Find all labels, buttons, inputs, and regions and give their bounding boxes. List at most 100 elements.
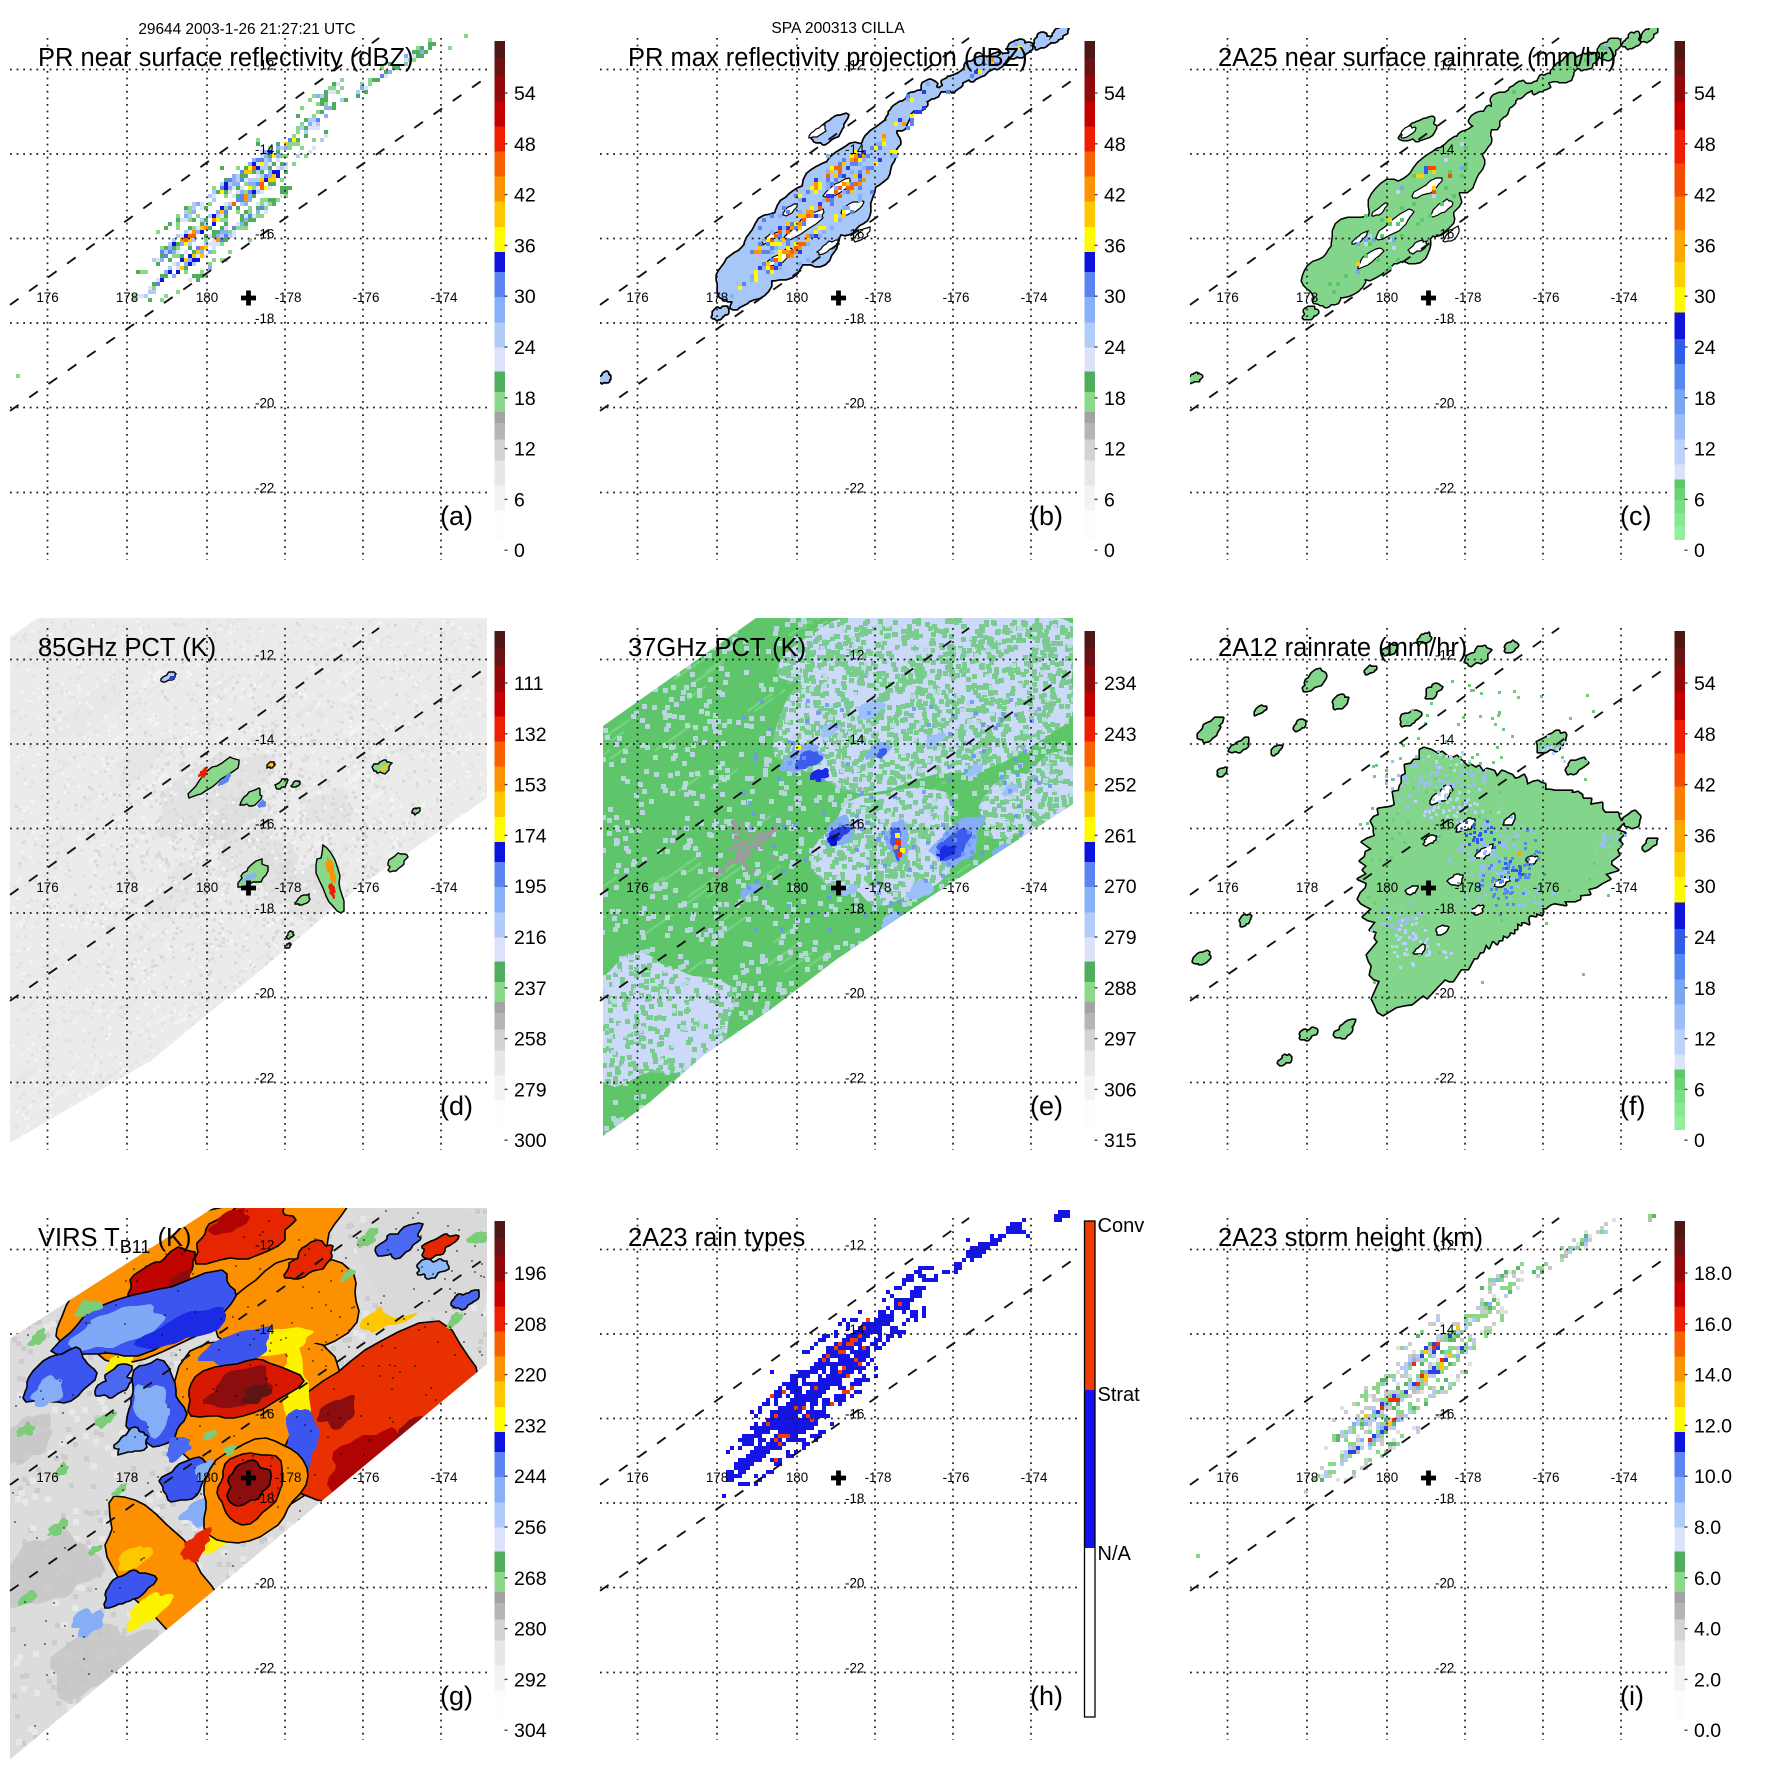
svg-text:-22: -22 <box>255 481 274 496</box>
svg-text:2.0: 2.0 <box>1694 1669 1721 1691</box>
svg-text:176: 176 <box>36 290 58 305</box>
svg-text:-178: -178 <box>1455 290 1482 305</box>
svg-text:24: 24 <box>1694 927 1716 949</box>
svg-text:-18: -18 <box>845 1491 864 1506</box>
svg-text:-16: -16 <box>1435 1407 1454 1422</box>
svg-text:54: 54 <box>1694 83 1716 105</box>
svg-text:-18: -18 <box>1435 1491 1454 1506</box>
svg-text:85GHz PCT (K): 85GHz PCT (K) <box>38 634 216 662</box>
svg-text:-174: -174 <box>431 1470 458 1485</box>
svg-text:180: 180 <box>786 1470 808 1485</box>
svg-text:176: 176 <box>36 1470 58 1485</box>
svg-text:178: 178 <box>1296 880 1318 895</box>
svg-text:-12: -12 <box>1435 648 1454 663</box>
svg-text:-18: -18 <box>845 901 864 916</box>
svg-text:36: 36 <box>1104 235 1126 257</box>
svg-text:-178: -178 <box>275 880 302 895</box>
svg-text:48: 48 <box>1694 724 1716 746</box>
svg-text:6: 6 <box>1694 1079 1705 1101</box>
svg-text:243: 243 <box>1104 724 1137 746</box>
svg-text:315: 315 <box>1104 1130 1137 1152</box>
svg-text:-176: -176 <box>943 880 970 895</box>
svg-text:244: 244 <box>514 1466 547 1488</box>
svg-text:176: 176 <box>36 880 58 895</box>
svg-text:-18: -18 <box>255 311 274 326</box>
svg-text:-174: -174 <box>1021 290 1048 305</box>
svg-text:-20: -20 <box>845 1576 864 1591</box>
svg-text:-14: -14 <box>255 1322 275 1337</box>
svg-text:-22: -22 <box>1435 1661 1454 1676</box>
svg-text:288: 288 <box>1104 978 1137 1000</box>
svg-text:2A25 near surface rainrate (mm: 2A25 near surface rainrate (mm/hr) <box>1218 44 1616 72</box>
svg-text:-176: -176 <box>943 290 970 305</box>
svg-text:-12: -12 <box>1435 1238 1454 1253</box>
svg-text:176: 176 <box>626 1470 648 1485</box>
svg-text:-18: -18 <box>255 901 274 916</box>
svg-text:178: 178 <box>116 880 138 895</box>
svg-text:12: 12 <box>514 439 536 461</box>
svg-text:306: 306 <box>1104 1079 1137 1101</box>
svg-text:-178: -178 <box>1455 1470 1482 1485</box>
svg-text:(g): (g) <box>440 1681 473 1711</box>
svg-text:178: 178 <box>116 1470 138 1485</box>
svg-text:(e): (e) <box>1030 1091 1063 1121</box>
svg-text:-20: -20 <box>255 986 274 1001</box>
svg-text:-174: -174 <box>431 880 458 895</box>
svg-text:-178: -178 <box>1455 880 1482 895</box>
svg-text:36: 36 <box>1694 825 1716 847</box>
svg-text:-176: -176 <box>353 290 380 305</box>
svg-text:-18: -18 <box>1435 311 1454 326</box>
svg-text:29644 2003-1-26 21:27:21 UTC: 29644 2003-1-26 21:27:21 UTC <box>138 21 355 38</box>
svg-text:42: 42 <box>1694 775 1716 797</box>
svg-text:37GHz PCT (K): 37GHz PCT (K) <box>628 634 806 662</box>
svg-text:178: 178 <box>706 1470 728 1485</box>
svg-text:-16: -16 <box>845 817 864 832</box>
svg-text:153: 153 <box>514 775 547 797</box>
svg-text:-22: -22 <box>1435 481 1454 496</box>
svg-text:-174: -174 <box>1021 1470 1048 1485</box>
svg-text:237: 237 <box>514 978 547 1000</box>
svg-text:2A23 rain types: 2A23 rain types <box>628 1224 805 1252</box>
svg-text:-176: -176 <box>1533 1470 1560 1485</box>
svg-text:-20: -20 <box>845 986 864 1001</box>
svg-text:180: 180 <box>1376 290 1398 305</box>
svg-text:279: 279 <box>514 1079 547 1101</box>
svg-text:-176: -176 <box>1533 290 1560 305</box>
svg-text:292: 292 <box>514 1669 547 1691</box>
svg-text:220: 220 <box>514 1365 547 1387</box>
svg-text:-174: -174 <box>1611 880 1638 895</box>
svg-text:-16: -16 <box>1435 227 1454 242</box>
svg-text:12: 12 <box>1694 1029 1716 1051</box>
svg-text:-12: -12 <box>255 1238 274 1253</box>
svg-text:-178: -178 <box>865 1470 892 1485</box>
svg-text:180: 180 <box>1376 880 1398 895</box>
svg-text:176: 176 <box>626 290 648 305</box>
svg-text:-12: -12 <box>845 1238 864 1253</box>
svg-text:-14: -14 <box>255 732 275 747</box>
svg-text:18: 18 <box>1694 388 1716 410</box>
svg-text:261: 261 <box>1104 825 1137 847</box>
svg-text:-176: -176 <box>1533 880 1560 895</box>
svg-text:180: 180 <box>196 880 218 895</box>
svg-text:-20: -20 <box>1435 396 1454 411</box>
svg-text:176: 176 <box>1216 290 1238 305</box>
svg-text:14.0: 14.0 <box>1694 1365 1732 1387</box>
svg-text:0: 0 <box>1694 540 1705 562</box>
svg-text:258: 258 <box>514 1029 547 1051</box>
svg-text:18: 18 <box>1694 978 1716 1000</box>
svg-text:30: 30 <box>1104 286 1126 308</box>
svg-text:-174: -174 <box>1611 1470 1638 1485</box>
svg-text:42: 42 <box>1694 185 1716 207</box>
svg-text:-174: -174 <box>1021 880 1048 895</box>
svg-text:16.0: 16.0 <box>1694 1314 1732 1336</box>
svg-text:280: 280 <box>514 1619 547 1641</box>
svg-text:-14: -14 <box>845 1322 865 1337</box>
svg-text:-20: -20 <box>255 396 274 411</box>
svg-text:180: 180 <box>196 290 218 305</box>
svg-text:0: 0 <box>1694 1130 1705 1152</box>
svg-text:176: 176 <box>626 880 648 895</box>
svg-text:268: 268 <box>514 1568 547 1590</box>
svg-text:30: 30 <box>1694 876 1716 898</box>
svg-text:2A12 rainrate (mm/hr): 2A12 rainrate (mm/hr) <box>1218 634 1467 662</box>
svg-text:0: 0 <box>514 540 525 562</box>
